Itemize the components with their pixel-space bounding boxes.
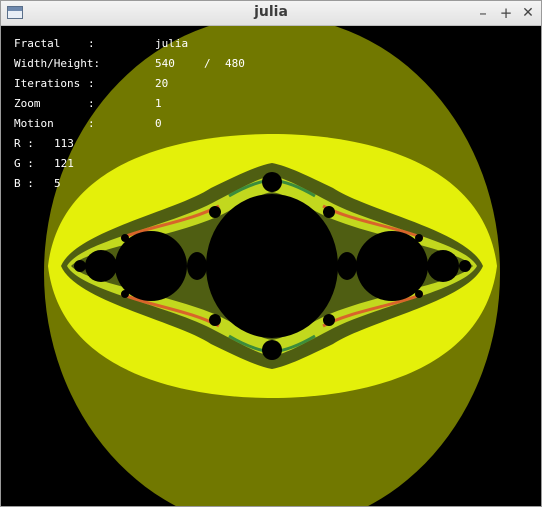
minimize-button[interactable]: – (479, 4, 487, 22)
julia-interior (74, 172, 471, 360)
window-title: julia (254, 4, 288, 20)
r-label: R : (14, 137, 34, 150)
motion-separator: : (88, 117, 95, 130)
zoom-separator: : (88, 97, 95, 110)
fractal-value: julia (155, 37, 189, 50)
r-value: 113 (54, 137, 74, 150)
title-bar[interactable]: julia – + ✕ (1, 1, 541, 26)
close-button[interactable]: ✕ (522, 5, 534, 21)
g-value: 121 (54, 157, 74, 170)
zoom-label: Zoom (14, 97, 41, 110)
iterations-separator: : (88, 77, 95, 90)
fractal-render (1, 16, 541, 506)
size-slash: / (204, 57, 211, 70)
fractal-separator: : (88, 37, 95, 50)
size-label: Width/Height: (14, 57, 101, 70)
iterations-label: Iterations (14, 77, 81, 90)
iterations-value: 20 (155, 77, 169, 90)
b-value: 5 (54, 177, 61, 190)
fractal-label: Fractal (14, 37, 61, 50)
motion-value: 0 (155, 117, 162, 130)
maximize-button[interactable]: + (499, 4, 513, 22)
g-label: G : (14, 157, 34, 170)
zoom-value: 1 (155, 97, 162, 110)
fractal-canvas[interactable] (1, 16, 541, 506)
height-value: 480 (225, 57, 245, 70)
b-label: B : (14, 177, 34, 190)
motion-label: Motion (14, 117, 54, 130)
width-value: 540 (155, 57, 175, 70)
window-icon (7, 6, 23, 19)
